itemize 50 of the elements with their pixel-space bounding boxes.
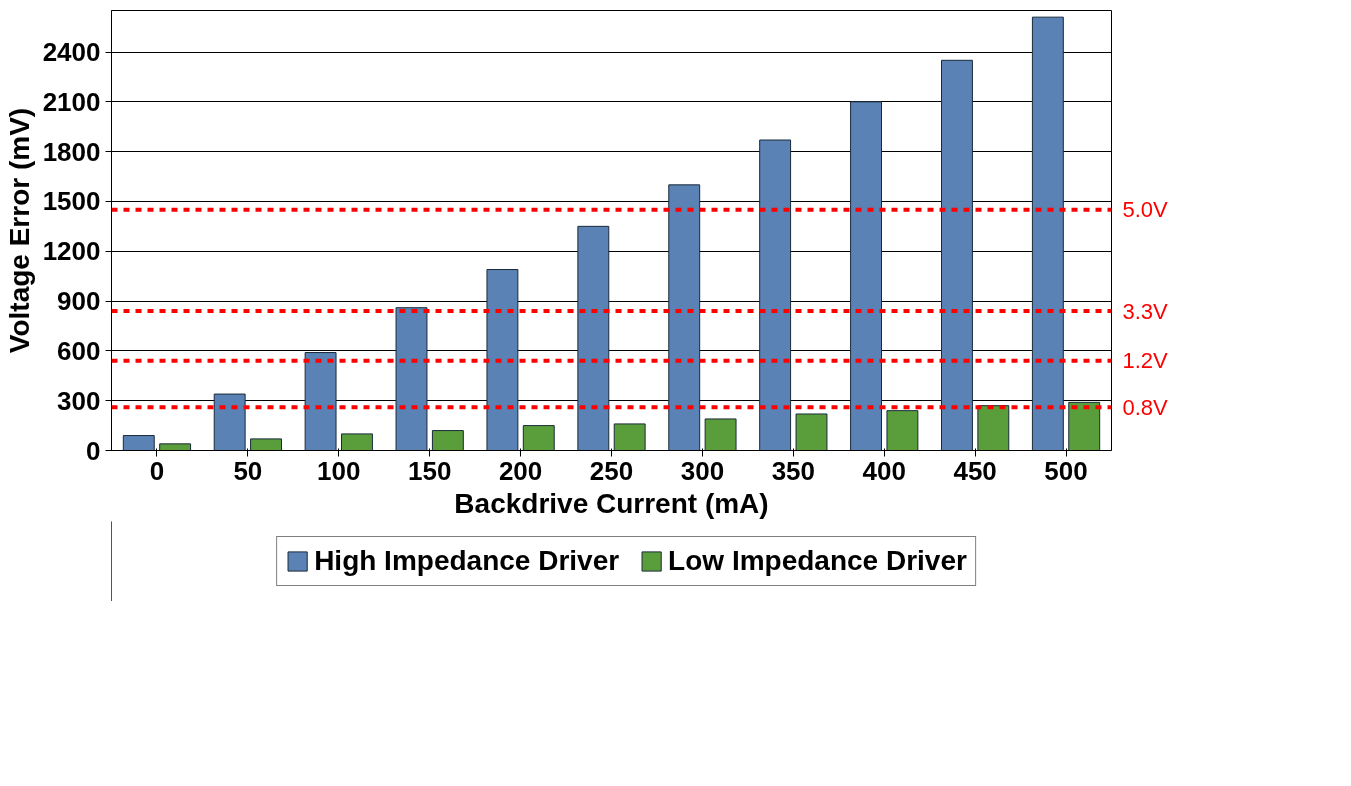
x-tick-label: 250 [589,455,634,486]
y-tick-label: 1800 [42,136,101,167]
bar [704,418,737,451]
x-axis-title: Backdrive Current (mA) [454,487,769,519]
bar [304,352,337,451]
y-axis-title: Voltage Error (mV) [3,107,35,354]
y-tick-label: 2100 [42,86,101,117]
bar [941,59,973,451]
bar [486,269,519,451]
x-tick-label: 400 [862,455,906,486]
y-tick-label: 2400 [42,37,101,68]
bar [977,405,1010,451]
bar [613,423,646,451]
bar [395,307,428,451]
bar [213,393,246,451]
y-tick-label: 1500 [42,186,101,217]
bar [431,430,464,451]
x-tick-label: 450 [953,455,997,486]
x-tick-label: 200 [498,455,543,486]
x-tick-label: 150 [407,455,452,486]
x-tick-label: 300 [680,455,725,486]
x-tick-label: 50 [233,455,263,486]
legend-label: Low Impedance Driver [668,545,967,577]
legend-label: High Impedance Driver [314,545,620,577]
bar [577,225,610,451]
bar [850,101,882,451]
bar [250,438,282,451]
bar [159,443,192,451]
ref-line-label: 0.8V [1122,394,1169,420]
bar [522,425,555,451]
bar [1031,16,1064,451]
y-tick-label: 300 [57,385,101,416]
bar [795,413,828,451]
bar [341,433,373,451]
bar [886,410,919,451]
y-tick-label: 900 [57,286,101,317]
ref-line-label: 3.3V [1122,298,1169,324]
x-tick-label: 0 [149,455,165,486]
ref-line-label: 1.2V [1122,348,1169,374]
ref-line-label: 5.0V [1122,197,1169,223]
bar [122,435,155,451]
x-tick-label: 350 [771,455,816,486]
x-tick-label: 500 [1044,455,1088,486]
y-tick-label: 1200 [42,236,101,267]
x-tick-label: 100 [317,455,361,486]
bar [668,184,701,451]
bar [1068,401,1101,451]
y-tick-label: 0 [86,435,101,466]
y-tick-label: 600 [57,335,101,366]
bar [759,139,792,451]
